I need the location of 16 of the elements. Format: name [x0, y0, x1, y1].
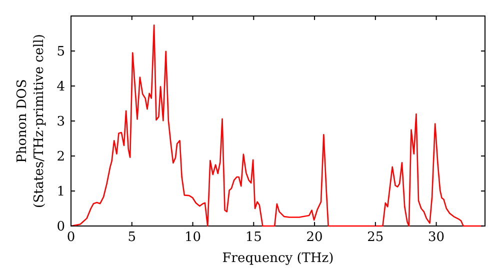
y-axis-title: Phonon DOS (States/THz·primitive cell) — [15, 34, 47, 208]
x-tick-label: 20 — [306, 230, 323, 245]
x-tick-label: 15 — [245, 230, 262, 245]
line-series — [71, 24, 484, 227]
y-tick-label: 2 — [56, 150, 65, 164]
x-tick-label: 30 — [428, 230, 445, 245]
x-axis-title: Frequency (THz) — [222, 251, 334, 266]
y-tick-label: 4 — [56, 80, 65, 94]
x-tick-label: 5 — [128, 230, 136, 245]
y-tick-label: 5 — [56, 44, 65, 60]
y-tick-label: 1 — [56, 184, 65, 200]
x-tick-label: 0 — [66, 230, 76, 245]
x-tick-label: 25 — [367, 230, 384, 245]
y-tick-label: 3 — [56, 114, 65, 130]
y-tick-label: 0 — [56, 220, 65, 234]
x-tick-label: 10 — [184, 230, 202, 245]
